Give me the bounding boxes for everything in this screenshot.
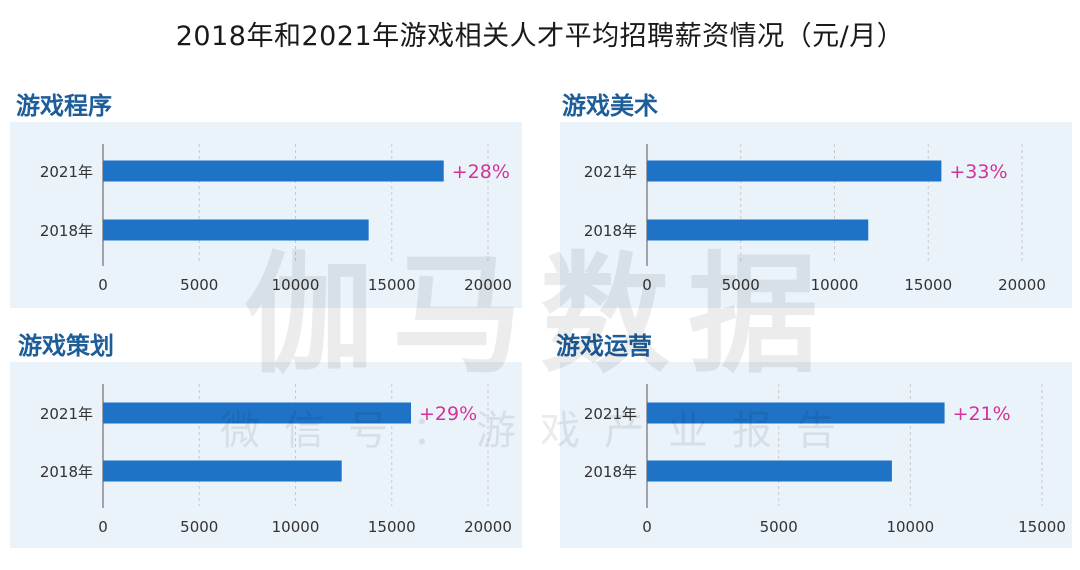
x-tick-label-design: 15000 (368, 518, 416, 536)
chart-main-title: 2018年和2021年游戏相关人才平均招聘薪资情况（元/月） (175, 21, 905, 52)
panel-background-design (10, 362, 522, 548)
bar-operations-1 (647, 460, 892, 482)
category-label-art: 2018年 (584, 222, 637, 240)
growth-label-programming: +28% (452, 161, 510, 183)
panel-title-design: 游戏策划 (18, 332, 114, 360)
x-tick-label-operations: 5000 (760, 518, 798, 536)
category-label-art: 2021年 (584, 163, 637, 181)
x-tick-label-design: 5000 (180, 518, 218, 536)
x-tick-label-programming: 0 (98, 276, 108, 294)
category-label-design: 2018年 (40, 463, 93, 481)
bar-design-0 (103, 402, 411, 424)
x-tick-label-art: 5000 (722, 276, 760, 294)
bar-art-1 (647, 219, 869, 241)
x-tick-label-programming: 15000 (368, 276, 416, 294)
x-tick-label-design: 0 (98, 518, 108, 536)
x-tick-label-art: 20000 (998, 276, 1046, 294)
x-tick-label-operations: 0 (642, 518, 652, 536)
x-tick-label-programming: 5000 (180, 276, 218, 294)
bar-operations-0 (647, 402, 945, 424)
panel-title-art: 游戏美术 (562, 92, 658, 120)
x-tick-label-operations: 10000 (886, 518, 934, 536)
bar-programming-1 (103, 219, 369, 241)
bar-design-1 (103, 460, 342, 482)
growth-label-design: +29% (419, 403, 477, 425)
panel-background-programming (10, 122, 522, 308)
panel-title-operations: 游戏运营 (556, 332, 652, 360)
category-label-operations: 2018年 (584, 463, 637, 481)
x-tick-label-design: 10000 (272, 518, 320, 536)
x-tick-label-design: 20000 (464, 518, 512, 536)
panel-background-operations (560, 362, 1072, 548)
x-tick-label-art: 10000 (811, 276, 859, 294)
category-label-programming: 2018年 (40, 222, 93, 240)
category-label-operations: 2021年 (584, 405, 637, 423)
growth-label-art: +33% (949, 161, 1007, 183)
bar-programming-0 (103, 160, 444, 182)
category-label-programming: 2021年 (40, 163, 93, 181)
panel-title-programming: 游戏程序 (16, 92, 112, 120)
x-tick-label-programming: 10000 (272, 276, 320, 294)
x-tick-label-art: 0 (642, 276, 652, 294)
x-tick-label-art: 15000 (904, 276, 952, 294)
category-label-design: 2021年 (40, 405, 93, 423)
panel-background-art (560, 122, 1072, 308)
x-tick-label-programming: 20000 (464, 276, 512, 294)
x-tick-label-operations: 15000 (1018, 518, 1066, 536)
growth-label-operations: +21% (953, 403, 1011, 425)
bar-art-0 (647, 160, 942, 182)
